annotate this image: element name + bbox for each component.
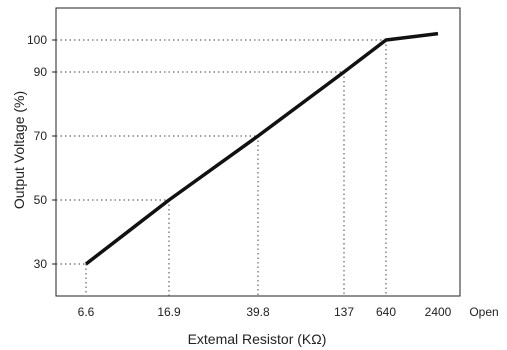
y-tick-label: 100 bbox=[27, 33, 47, 47]
x-tick-label: 640 bbox=[376, 305, 396, 319]
y-tick-label: 70 bbox=[34, 129, 48, 143]
y-axis-ticks: 30 50 70 90 100 bbox=[27, 33, 56, 271]
x-tick-label: 137 bbox=[334, 305, 354, 319]
x-axis-label: Extemal Resistor (KΩ) bbox=[188, 331, 327, 347]
x-tick-label: Open bbox=[469, 305, 498, 319]
series-line bbox=[84, 31, 439, 266]
y-tick-label: 30 bbox=[34, 257, 48, 271]
x-axis-ticks: 6.6 16.9 39.8 137 640 2400 Open bbox=[78, 305, 499, 319]
x-tick-label: 6.6 bbox=[78, 305, 95, 319]
y-tick-label: 90 bbox=[34, 65, 48, 79]
x-tick-label: 2400 bbox=[425, 305, 452, 319]
plot-frame bbox=[55, 7, 461, 297]
y-tick-label: 50 bbox=[34, 193, 48, 207]
reference-lines bbox=[56, 39, 387, 296]
series-layer bbox=[84, 31, 439, 266]
x-tick-label: 16.9 bbox=[157, 305, 181, 319]
y-axis-label: Output Voltage (%) bbox=[11, 91, 27, 209]
x-tick-label: 39.8 bbox=[246, 305, 270, 319]
